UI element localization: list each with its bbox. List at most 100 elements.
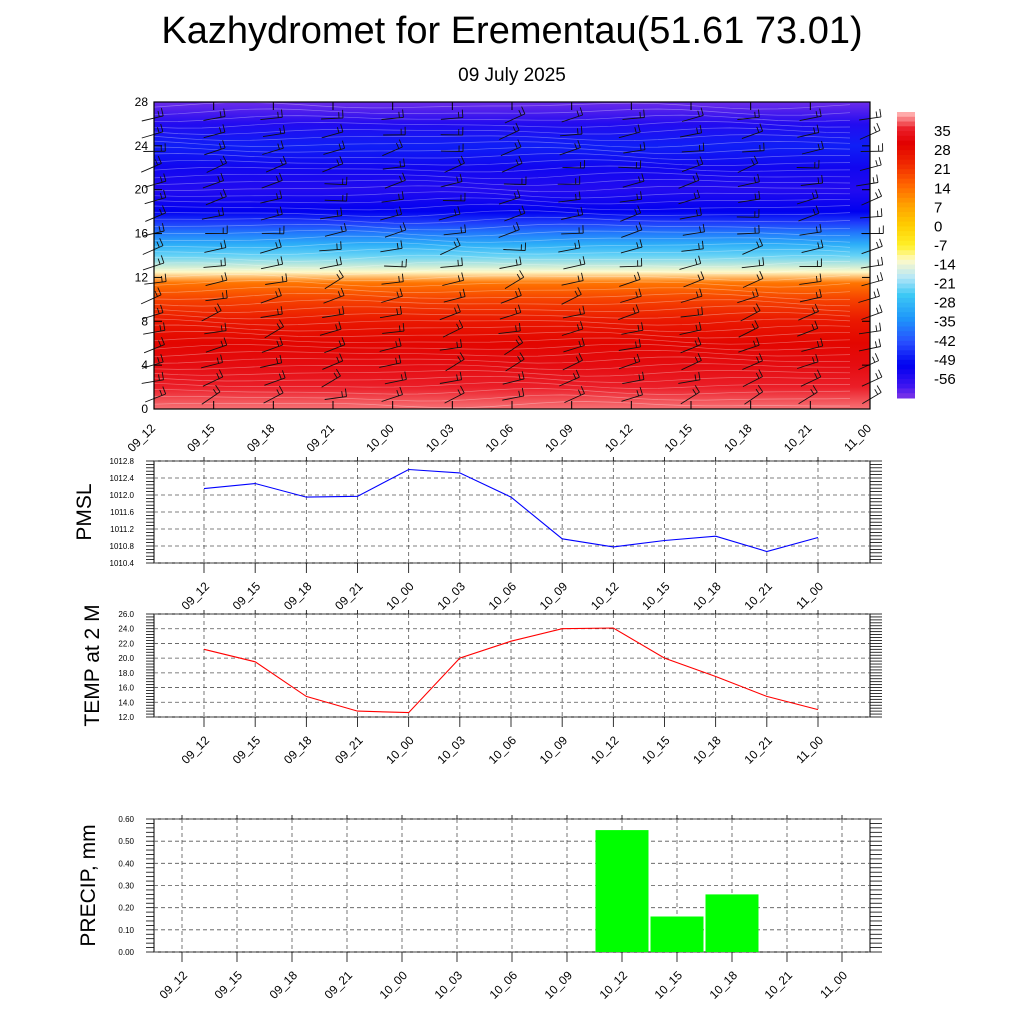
precip-ytick-label: 0.60 bbox=[118, 815, 134, 824]
temp-2m-ylabel: TEMP at 2 M bbox=[81, 604, 104, 726]
contour-lines bbox=[153, 102, 851, 409]
heatmap-ytick-label: 20 bbox=[135, 183, 149, 197]
colorbar-segment bbox=[897, 307, 915, 313]
temp-2m-xtick-label: 10_18 bbox=[690, 733, 724, 767]
pmsl-panel: 1010.4 1010.8 1011.2 1011.6 1012.0 1012.4 1012… bbox=[73, 457, 882, 613]
precip-panel: 0.00 0.10 0.20 0.30 0.40 0.50 0.60 09_12 09_15 09… bbox=[77, 815, 882, 1002]
pmsl-xtick-label: 10_21 bbox=[741, 579, 775, 613]
heatmap-xtick-label: 09_15 bbox=[184, 421, 218, 455]
pmsl-xtick-label: 10_03 bbox=[434, 579, 468, 613]
colorbar-segment bbox=[897, 383, 915, 389]
chart-subtitle: 09 July 2025 bbox=[458, 65, 566, 86]
heatmap-xtick-label: 10_00 bbox=[363, 421, 397, 455]
pmsl-ytick-label: 1011.6 bbox=[110, 508, 134, 517]
pmsl-ytick-label: 1010.4 bbox=[110, 559, 135, 568]
colorbar-segment bbox=[897, 355, 915, 361]
wind-barbs bbox=[140, 106, 884, 405]
precip-xtick-label: 10_15 bbox=[652, 968, 686, 1002]
precip-xtick-label: 10_21 bbox=[762, 968, 796, 1002]
colorbar-segment bbox=[897, 126, 915, 132]
pmsl-xtick-label: 10_15 bbox=[639, 579, 673, 613]
temp-2m-ytick-label: 16.0 bbox=[118, 684, 134, 693]
precip-xtick-label: 09_12 bbox=[157, 968, 191, 1002]
colorbar-segment bbox=[897, 131, 915, 137]
colorbar-label: 7 bbox=[934, 199, 942, 216]
colorbar-label: -49 bbox=[934, 352, 956, 369]
colorbar-segment bbox=[897, 374, 915, 380]
colorbar-segment bbox=[897, 235, 915, 242]
colorbar-segment bbox=[897, 302, 915, 308]
colorbar-segment bbox=[897, 393, 915, 399]
colorbar-segment bbox=[897, 207, 915, 213]
heatmap-xtick-label: 10_18 bbox=[721, 421, 755, 455]
pmsl-xtick-label: 09_18 bbox=[281, 579, 315, 613]
colorbar-label: -28 bbox=[934, 295, 956, 312]
heatmap-ytick-label: 16 bbox=[135, 227, 149, 241]
temp-2m-ytick-label: 12.0 bbox=[118, 713, 134, 722]
heatmap-ytick-label: 8 bbox=[141, 314, 148, 328]
heatmap-xtick-label: 10_06 bbox=[483, 421, 517, 455]
pmsl-ytick-label: 1010.8 bbox=[110, 542, 135, 551]
pmsl-xtick-label: 10_09 bbox=[537, 579, 571, 613]
temp-2m-xtick-label: 10_12 bbox=[588, 733, 622, 767]
temp-2m-panel: 12.0 14.0 16.0 18.0 20.0 22.0 24.0 26.0 09_12 09_… bbox=[81, 604, 882, 767]
colorbar-segment bbox=[897, 154, 915, 161]
precip-xtick-label: 09_15 bbox=[212, 968, 246, 1002]
colorbar-label: -35 bbox=[934, 314, 956, 331]
precip-xtick-label: 09_21 bbox=[322, 968, 356, 1002]
temp-2m-xtick-label: 09_12 bbox=[179, 733, 213, 767]
colorbar-segment bbox=[897, 150, 915, 156]
temp-2m-xtick-label: 10_06 bbox=[486, 733, 520, 767]
heatmap-ytick-label: 12 bbox=[135, 270, 149, 284]
colorbar-segment bbox=[897, 140, 915, 146]
temp-2m-xtick-label: 10_09 bbox=[537, 733, 571, 767]
heatmap-xtick-label: 09_18 bbox=[244, 421, 278, 455]
precip-ytick-label: 0.20 bbox=[118, 904, 134, 913]
heatmap-xtick-label: 10_09 bbox=[542, 421, 576, 455]
precip-xtick-label: 09_18 bbox=[267, 968, 301, 1002]
temp-2m-xtick-label: 11_00 bbox=[793, 733, 826, 766]
precip-bar bbox=[705, 894, 759, 952]
temp-2m-ytick-label: 18.0 bbox=[118, 669, 134, 678]
colorbar-segment bbox=[897, 326, 915, 332]
heatmap-ytick-label: 24 bbox=[135, 139, 149, 153]
colorbar-label: -42 bbox=[934, 333, 956, 350]
colorbar-label: 28 bbox=[934, 142, 951, 159]
colorbar-segment bbox=[897, 145, 915, 151]
colorbar-segment bbox=[897, 216, 915, 223]
colorbar-segment bbox=[897, 269, 915, 275]
colorbar-segment bbox=[897, 283, 915, 289]
heatmap-ytick-label: 0 bbox=[141, 402, 148, 416]
heatmap-xtick-label: 11_00 bbox=[841, 421, 874, 454]
precip-ytick-label: 0.10 bbox=[118, 926, 134, 935]
pmsl-xtick-label: 09_21 bbox=[332, 579, 366, 613]
colorbar-segment bbox=[897, 336, 915, 342]
temp-2m-xtick-label: 09_15 bbox=[230, 733, 264, 767]
pmsl-ytick-label: 1011.2 bbox=[110, 525, 134, 534]
temp-2m-xtick-label: 10_00 bbox=[383, 733, 417, 767]
colorbar-segment bbox=[897, 112, 915, 118]
colorbar-label: -56 bbox=[934, 371, 956, 388]
temp-2m-ytick-label: 20.0 bbox=[118, 654, 134, 663]
colorbar-segment bbox=[897, 331, 915, 337]
colorbar-segment bbox=[897, 388, 915, 394]
colorbar-segment bbox=[897, 226, 915, 232]
colorbar-label: 14 bbox=[934, 180, 951, 197]
colorbar-segment bbox=[897, 121, 915, 127]
pmsl-xtick-label: 10_18 bbox=[690, 579, 724, 613]
pmsl-xtick-label: 09_15 bbox=[230, 579, 264, 613]
colorbar-segment bbox=[897, 169, 915, 175]
colorbar-segment bbox=[897, 178, 915, 184]
pmsl-ytick-label: 1012.4 bbox=[110, 474, 135, 483]
colorbar-segment bbox=[897, 297, 915, 304]
heatmap-ytick-label: 4 bbox=[141, 358, 148, 372]
heatmap-xtick-label: 10_15 bbox=[662, 421, 696, 455]
temp-2m-xtick-label: 10_21 bbox=[741, 733, 775, 767]
colorbar-segment bbox=[897, 264, 915, 270]
pmsl-xtick-label: 09_12 bbox=[179, 579, 213, 613]
colorbar-segment bbox=[897, 212, 915, 218]
precip-xtick-label: 10_00 bbox=[377, 968, 411, 1002]
precip-xtick-label: 10_03 bbox=[432, 968, 466, 1002]
chart-title: Kazhydromet for Erementau(51.61 73.01) bbox=[161, 10, 863, 52]
precip-xtick-label: 10_12 bbox=[597, 968, 631, 1002]
